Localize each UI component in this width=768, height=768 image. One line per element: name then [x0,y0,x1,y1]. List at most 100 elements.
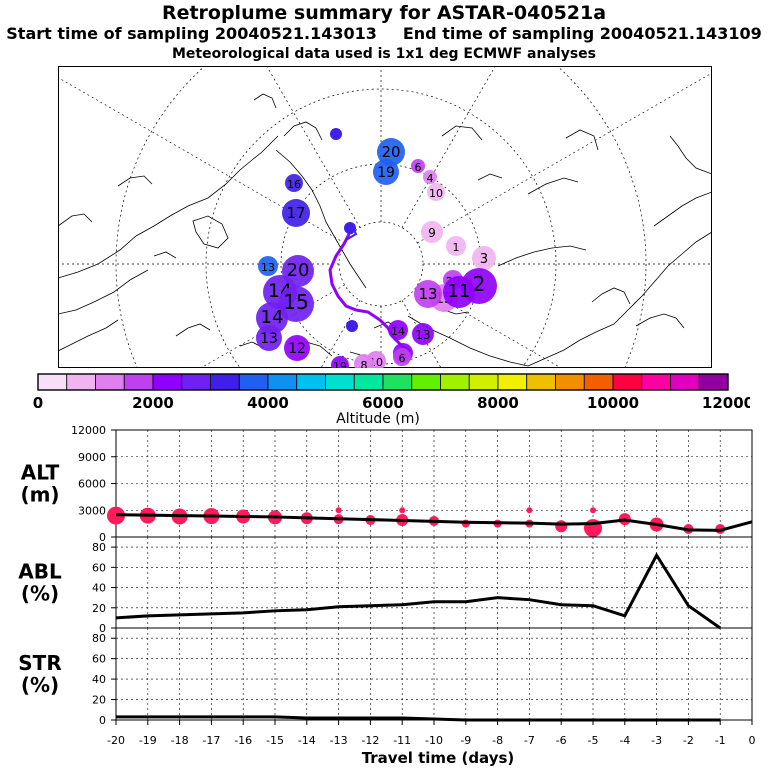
x-tick-label: -5 [588,734,599,747]
plume-cluster-label: 14 [261,307,284,328]
coastline [653,191,712,227]
plume-cluster: 10 [427,183,445,201]
start-time-label: Start time of sampling 20040521.143013 [6,24,377,43]
plume-cluster-circle [258,256,278,276]
plume-cluster-circle [282,199,310,227]
plume-cluster-label: 16 [287,178,301,191]
coastline [253,93,277,109]
page-title: Retroplume summary for ASTAR-040521a [161,2,607,24]
plume-cluster-circle [284,335,310,361]
plume-cluster: 14 [388,320,408,340]
plume-cluster-label: 17 [286,204,305,222]
panel-ylabel: ABL [18,560,62,584]
altitude-cluster-dot [555,520,568,533]
str-series-line [116,715,721,722]
plume-cluster-label: 1 [453,241,460,254]
colorbar-cell [440,373,470,391]
colorbar-cell [238,373,269,391]
plume-cluster-circle [377,138,405,166]
plume-cluster: 12 [284,335,310,361]
altitude-cluster-dot [526,507,533,514]
latitude-circle [115,66,647,368]
plume-cluster-circle [423,170,437,184]
colorbar-cell [411,373,441,391]
coastline [527,177,579,195]
x-tick-label: -18 [171,734,189,747]
colorbar-cell [210,373,240,391]
plume-cluster: 11 [443,276,475,308]
coastline [635,313,685,329]
plume-cluster: 16 [285,174,303,192]
met-data-label: Meteorological data used is 1x1 deg ECMW… [172,46,596,62]
plume-cluster: 8 [354,354,374,368]
colorbar-tick-label: 10000 [587,394,639,412]
plume-cluster-label: 13 [260,331,278,347]
x-axis-label: Travel time (days) [362,749,515,767]
x-tick-label: -15 [266,734,284,747]
colorbar-cell [641,373,671,391]
coastline [527,323,615,367]
plume-cluster: 19 [373,159,399,185]
plume-cluster-label: 20 [287,260,310,281]
colorbar-cell [670,373,700,391]
x-tick-label: -11 [393,734,411,747]
y-tick-label: 40 [92,673,106,686]
plume-cluster-label: 10 [429,187,443,200]
colorbar-cell [152,373,183,391]
sampling-times: Start time of sampling 20040521.143013 En… [0,24,768,43]
plume-cluster: 13 [258,256,278,276]
y-tick-label: 80 [92,632,106,645]
y-tick-label: 0 [99,531,106,544]
x-tick-label: -3 [651,734,662,747]
plume-cluster: 13 [256,325,282,351]
x-tick-label: -8 [492,734,503,747]
plume-cluster: 20 [377,138,405,166]
plume-cluster-circle [472,246,496,270]
plume-cluster-circle [414,280,442,308]
plume-cluster-circle [446,236,466,256]
colorbar-tick-label: 4000 [247,394,289,412]
y-tick-label: 6000 [78,478,106,491]
plume-cluster-circle [412,323,434,345]
altitude-cluster-dot [590,507,596,514]
plume-cluster: 17 [282,199,310,227]
colorbar-cell [123,373,154,391]
coastline [305,341,333,357]
altitude-colorbar: 0 2000 4000 6000 8000 10000 12000 Altitude (m) [33,373,750,427]
y-tick-label: 3000 [78,504,106,517]
plume-marker [346,320,358,332]
colorbar-tick-label: 2000 [132,394,174,412]
plume-cluster: 1 [446,236,466,256]
abl-series-line [115,552,722,630]
plume-cluster-label: 12 [288,341,306,357]
colorbar-cell [296,373,326,391]
plume-marker [330,128,342,140]
coastline [275,149,327,223]
str-panel: 0 20 40 60 80 STR(%) [18,627,753,727]
colorbar-tick-label: 8000 [477,394,519,412]
x-tick-label: -16 [234,734,252,747]
coastline [153,251,177,259]
plume-cluster-circle [393,348,411,366]
x-tick-label: -6 [556,734,567,747]
coastline [613,231,712,325]
x-tick-label: -1 [715,734,726,747]
plume-cluster-label: 15 [283,290,308,314]
colorbar-cell [583,373,614,391]
colorbar-tick-label: 12000 [702,394,750,412]
plume-cluster-label: 19 [333,360,347,368]
colorbar-cell [468,373,499,391]
coastline [497,245,587,267]
coastline [192,215,229,249]
colorbar-cell [66,373,96,391]
plume-cluster: 6 [411,159,425,174]
plume-cluster-label: 13 [261,261,275,274]
x-tick-label: -9 [460,734,471,747]
colorbar-cell [353,373,384,391]
panel-ylabel-unit: (m) [20,483,59,507]
coastline [58,319,119,352]
panel-ylabel-unit: (%) [21,673,59,697]
plume-cluster-circle [388,320,408,340]
plume-cluster: 4 [423,170,437,185]
plume-cluster: 9 [421,221,443,243]
